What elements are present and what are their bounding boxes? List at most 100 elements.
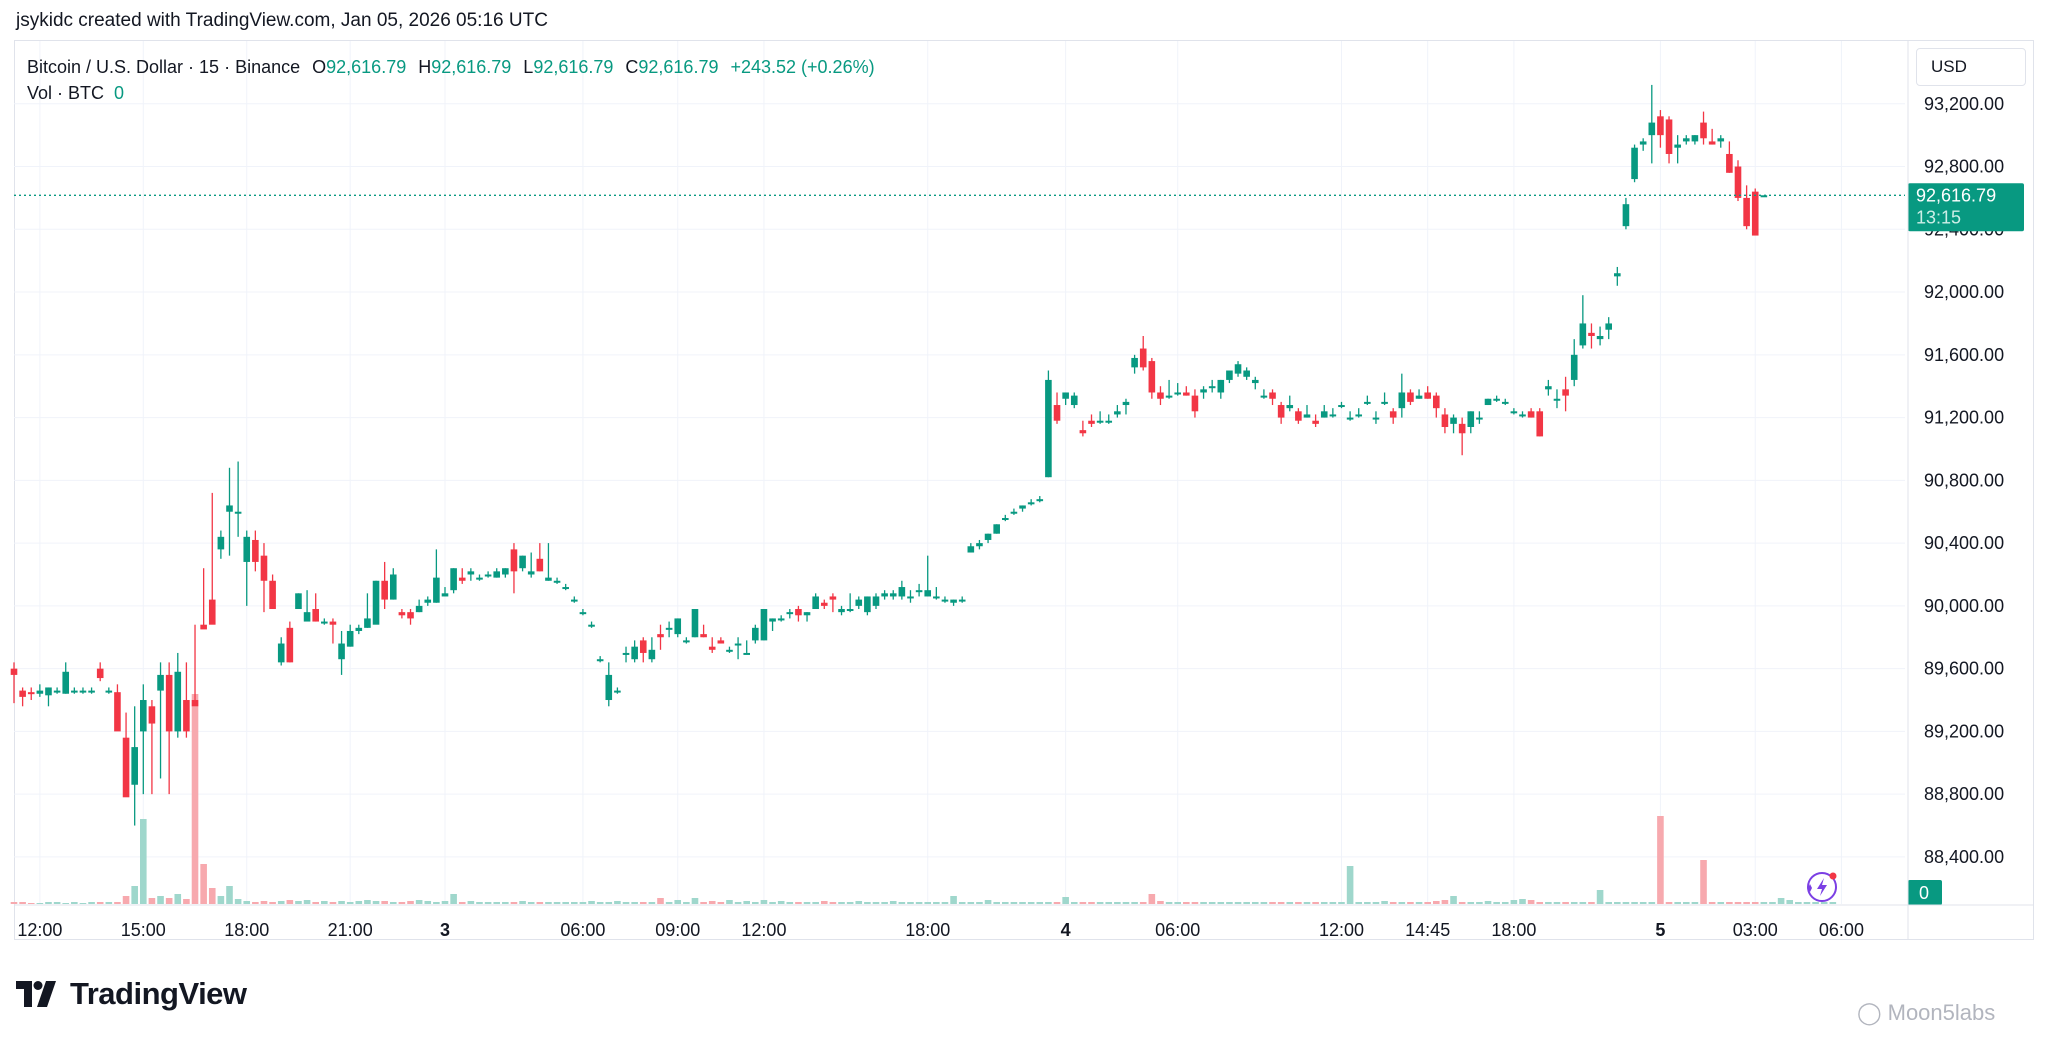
volume-bar	[234, 899, 242, 904]
volume-bar	[217, 896, 225, 904]
lightning-icon-dot	[1829, 872, 1837, 880]
volume-bar	[553, 902, 561, 904]
candle-body	[346, 630, 354, 647]
x-tick-label: 18:00	[224, 920, 269, 940]
volume-bar	[114, 902, 121, 904]
candle-body	[303, 612, 311, 622]
candle-body	[1657, 116, 1664, 136]
candle-body	[1639, 141, 1647, 145]
volume-bar	[510, 902, 518, 904]
y-tick-label: 90,000.00	[1924, 596, 2004, 616]
close-label: C	[625, 57, 639, 77]
open-label: O	[312, 57, 327, 77]
currency-button[interactable]: USD	[1916, 48, 2026, 86]
volume-bar	[691, 898, 699, 904]
volume-bar	[812, 902, 819, 904]
candle-body	[786, 612, 794, 615]
last-volume-tag	[1908, 880, 1942, 905]
candle-body	[36, 690, 44, 694]
candle-body	[881, 593, 888, 597]
volume-bar	[1234, 902, 1242, 904]
x-tick-label: 18:00	[905, 920, 950, 940]
volume-bar	[329, 902, 337, 904]
candle-body	[657, 634, 664, 638]
volume-bar	[1208, 902, 1216, 904]
lightning-icon[interactable]	[1807, 872, 1837, 902]
volume-bar	[1648, 902, 1656, 904]
volume-bar	[441, 901, 449, 904]
candle-body	[1243, 370, 1250, 377]
volume-bar	[984, 900, 992, 904]
volume-bar	[433, 902, 440, 904]
y-tick-label: 88,800.00	[1924, 784, 2004, 804]
volume-bar	[1295, 902, 1302, 904]
volume-bar	[1157, 901, 1164, 904]
candle-body	[1614, 273, 1621, 277]
volume-bar	[1562, 902, 1569, 904]
volume-bar	[1674, 902, 1681, 904]
symbol-title[interactable]: Bitcoin / U.S. Dollar · 15 · Binance	[27, 57, 301, 77]
tradingview-logo[interactable]: TradingView	[16, 976, 247, 1012]
volume-bar	[708, 901, 716, 904]
chart-frame[interactable]	[14, 40, 2034, 940]
candle-body	[717, 640, 725, 644]
candle-body	[174, 671, 182, 732]
volume-bar	[1364, 902, 1371, 904]
volume-bar	[286, 900, 294, 904]
volume-bar	[45, 902, 52, 904]
volume-bar	[950, 896, 957, 904]
volume-bar	[1510, 900, 1518, 904]
candle-body	[114, 692, 121, 732]
lightning-icon-bolt	[1817, 878, 1827, 896]
candle-body	[553, 580, 561, 583]
volume-bar	[622, 902, 630, 904]
volume-bar	[1079, 902, 1087, 904]
volume-bar	[1829, 902, 1837, 904]
volume-bar	[1114, 902, 1121, 904]
candle-body	[1002, 518, 1009, 521]
watermark-text: Moon5labs	[1887, 1000, 1996, 1025]
volume-bar	[295, 901, 302, 904]
candle-body	[1743, 197, 1750, 227]
volume-bar	[993, 902, 1000, 904]
volume-bar	[1588, 902, 1595, 904]
volume-bar	[1596, 890, 1604, 904]
volume-bar	[1553, 902, 1561, 904]
volume-bar	[1027, 902, 1035, 904]
candle-body	[708, 646, 716, 650]
y-tick-label: 90,800.00	[1924, 470, 2004, 490]
candle-body	[1510, 411, 1518, 414]
volume-bar	[1743, 902, 1750, 904]
candle-body	[1424, 392, 1431, 399]
candle-body	[1079, 430, 1087, 434]
volume-bar	[458, 902, 466, 904]
volume-bar	[1045, 902, 1052, 904]
candle-body	[484, 574, 492, 577]
candle-body	[1700, 122, 1707, 139]
volume-bar	[53, 902, 61, 904]
volume-bar	[364, 900, 371, 904]
candle-body	[855, 599, 863, 606]
chart-legend: Bitcoin / U.S. Dollar · 15 · Binance O 92…	[27, 54, 875, 106]
candle-body	[1545, 386, 1552, 390]
candle-body	[1622, 204, 1630, 227]
volume-bar	[1700, 860, 1707, 904]
volume-bar	[407, 901, 414, 904]
volume-bar	[1795, 902, 1802, 904]
volume-bar	[157, 896, 164, 904]
x-tick-label: 5	[1655, 920, 1665, 940]
candle-body	[389, 574, 397, 600]
volume-bar	[1691, 902, 1699, 904]
volume-label[interactable]: Vol · BTC	[27, 83, 105, 103]
last-volume-label: 0	[1919, 883, 1929, 903]
volume-bar	[743, 901, 750, 904]
volume-bar	[1407, 902, 1414, 904]
volume-bar	[1424, 902, 1431, 904]
candle-body	[27, 692, 35, 695]
volume-bar	[1458, 902, 1466, 904]
volume-bar	[79, 903, 87, 904]
chart-credit: jsykidc created with TradingView.com, Ja…	[16, 10, 548, 31]
volume-bar	[96, 902, 104, 904]
volume-bar	[1320, 902, 1328, 904]
